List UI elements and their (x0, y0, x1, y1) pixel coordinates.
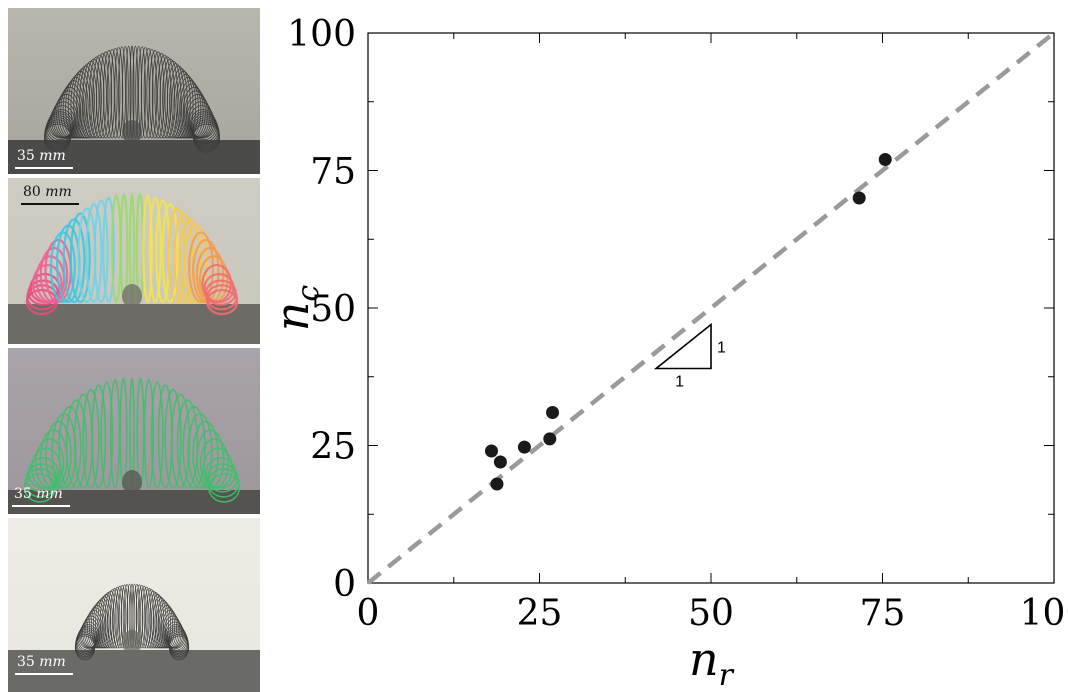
data-point (852, 191, 866, 205)
slinky-photo-metal (8, 8, 260, 174)
x-tick-label: 50 (688, 593, 734, 634)
x-tick-label: 25 (517, 593, 563, 634)
data-point (546, 406, 560, 419)
slinky-photo-metal-small (8, 518, 260, 692)
scale-line-2 (21, 203, 79, 205)
scale-line-3 (12, 505, 70, 507)
slope-triangle (653, 322, 712, 370)
y-tick-label: 100 (287, 14, 356, 55)
slinky-illustration (8, 8, 260, 174)
scale-line-1 (15, 167, 73, 169)
slinky-illustration (8, 178, 260, 344)
y-tick-label: 75 (310, 152, 356, 193)
data-point (543, 432, 557, 446)
x-tick-label: 75 (860, 593, 906, 634)
slope-rise-label: 1 (717, 340, 726, 357)
data-point (493, 455, 507, 469)
scale-label-1: 35 mm (17, 148, 66, 164)
data-point (878, 153, 892, 166)
slinky-photo-rainbow (8, 178, 260, 344)
slinky-illustration (8, 348, 260, 514)
y-tick-label: 50 (310, 289, 356, 330)
y-tick-label: 25 (310, 427, 356, 468)
data-point (490, 477, 504, 491)
data-point (517, 440, 531, 454)
scale-label-3: 35 mm (14, 486, 63, 502)
slinky-photo-green (8, 348, 260, 514)
x-tick-label: 0 (357, 593, 380, 634)
x-axis-label: nr (689, 632, 735, 692)
y-tick-label: 0 (333, 564, 356, 605)
data-point (484, 444, 498, 458)
x-tick-label: 100 (1020, 593, 1068, 634)
svg-text:nr: nr (689, 632, 735, 692)
y-axis-label: nc (265, 285, 326, 332)
reference-line (366, 31, 1056, 585)
scale-label-2: 80 mm (23, 184, 72, 200)
svg-text:nc: nc (265, 285, 326, 332)
scale-label-4: 35 mm (17, 654, 66, 670)
slope-run-label: 1 (675, 374, 684, 391)
scatter-chart: 0 25 50 75 100 0 25 50 75 100 nr nc 1 1 (265, 14, 1068, 692)
slinky-illustration (8, 518, 260, 692)
scale-line-4 (15, 673, 73, 675)
